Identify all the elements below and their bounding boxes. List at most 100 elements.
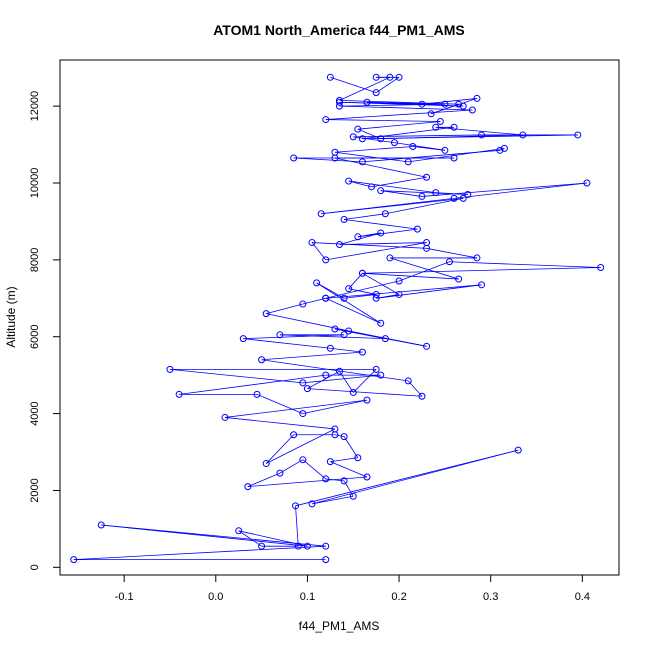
data-point <box>478 281 486 289</box>
series-segment <box>238 530 262 547</box>
series-segment <box>330 461 368 478</box>
series-segment <box>265 434 294 464</box>
series-segment <box>348 330 427 347</box>
data-point <box>345 327 353 335</box>
data-point <box>244 483 252 491</box>
data-point <box>455 275 463 283</box>
data-point <box>514 446 522 454</box>
series-segment <box>293 157 363 163</box>
series-segment <box>261 351 363 361</box>
series-segment <box>295 505 299 547</box>
series-segment <box>344 213 386 220</box>
chart-title: ATOM1 North_America f44_PM1_AMS <box>213 22 465 38</box>
data-point <box>322 542 330 550</box>
data-point <box>166 365 174 373</box>
series-segment <box>330 457 358 463</box>
y-tick-label: 12000 <box>29 91 41 122</box>
data-point <box>299 379 307 387</box>
data-points <box>70 73 605 564</box>
data-point <box>423 239 431 247</box>
data-point <box>258 356 266 364</box>
series-segment <box>431 103 459 115</box>
data-point <box>345 285 353 293</box>
x-tick-label: 0.0 <box>208 591 223 603</box>
series-segment <box>302 297 326 305</box>
data-point <box>478 131 486 139</box>
data-point <box>299 456 307 464</box>
data-point <box>290 431 298 439</box>
data-point <box>404 158 412 166</box>
data-point <box>336 98 343 106</box>
data-point <box>331 325 339 333</box>
x-tick-label: 0.4 <box>575 591 590 603</box>
series-segment <box>375 76 400 94</box>
data-point <box>340 215 348 223</box>
data-point <box>354 233 362 241</box>
data-point <box>386 73 394 81</box>
series-segment <box>266 428 336 464</box>
data-point <box>372 89 380 97</box>
series-segment <box>334 146 413 153</box>
series-segment <box>325 109 473 120</box>
series-segment <box>302 399 368 414</box>
data-point <box>473 94 481 102</box>
data-point <box>372 73 380 81</box>
series-segment <box>380 190 423 197</box>
x-tick-label: 0.2 <box>391 591 406 603</box>
series-segment <box>344 294 377 299</box>
series-segment <box>357 228 418 238</box>
data-point <box>459 194 467 202</box>
data-point <box>597 264 605 272</box>
data-point <box>404 377 412 385</box>
series-segment <box>224 417 335 430</box>
series-segment <box>266 303 303 315</box>
series-segment <box>247 472 281 487</box>
series-segment <box>357 128 381 140</box>
data-point <box>276 469 284 477</box>
series-segment <box>311 449 519 505</box>
data-point <box>423 173 431 181</box>
series-segment <box>362 126 455 140</box>
series-segment <box>352 369 377 393</box>
series-segment <box>302 459 327 480</box>
data-point <box>308 239 316 247</box>
data-point <box>381 210 389 218</box>
series-segment <box>169 368 303 384</box>
data-point <box>519 131 527 139</box>
series-segment <box>325 284 482 299</box>
data-point <box>308 500 316 508</box>
data-point <box>336 240 343 248</box>
x-axis-label: f44_PM1_AMS <box>299 619 380 633</box>
data-point <box>317 210 325 218</box>
data-point <box>455 100 463 108</box>
series-segment <box>279 334 386 340</box>
series-segment <box>334 434 345 438</box>
series-segment <box>243 334 345 340</box>
data-point <box>377 371 385 379</box>
data-point <box>349 492 357 500</box>
data-point <box>354 125 362 133</box>
series-segment <box>362 267 601 274</box>
series-segment <box>302 374 381 384</box>
series-segment <box>343 436 359 458</box>
series-segment <box>389 257 459 280</box>
data-point <box>97 521 105 529</box>
data-point <box>262 310 270 318</box>
y-tick-label: 4000 <box>29 401 41 425</box>
data-point <box>358 269 366 277</box>
series-segment <box>179 374 326 395</box>
data-point <box>322 556 330 564</box>
series-segment <box>101 524 308 547</box>
series-segment <box>353 136 395 144</box>
data-point <box>377 135 385 143</box>
x-axis: -0.1 0.0 0.1 0.2 0.3 0.4 <box>115 574 590 603</box>
data-point <box>473 254 481 262</box>
series-segment <box>376 284 482 299</box>
data-point <box>377 319 385 327</box>
data-point <box>294 542 302 550</box>
data-point <box>441 146 449 154</box>
series-segment <box>339 371 354 393</box>
series-segment <box>325 297 381 324</box>
